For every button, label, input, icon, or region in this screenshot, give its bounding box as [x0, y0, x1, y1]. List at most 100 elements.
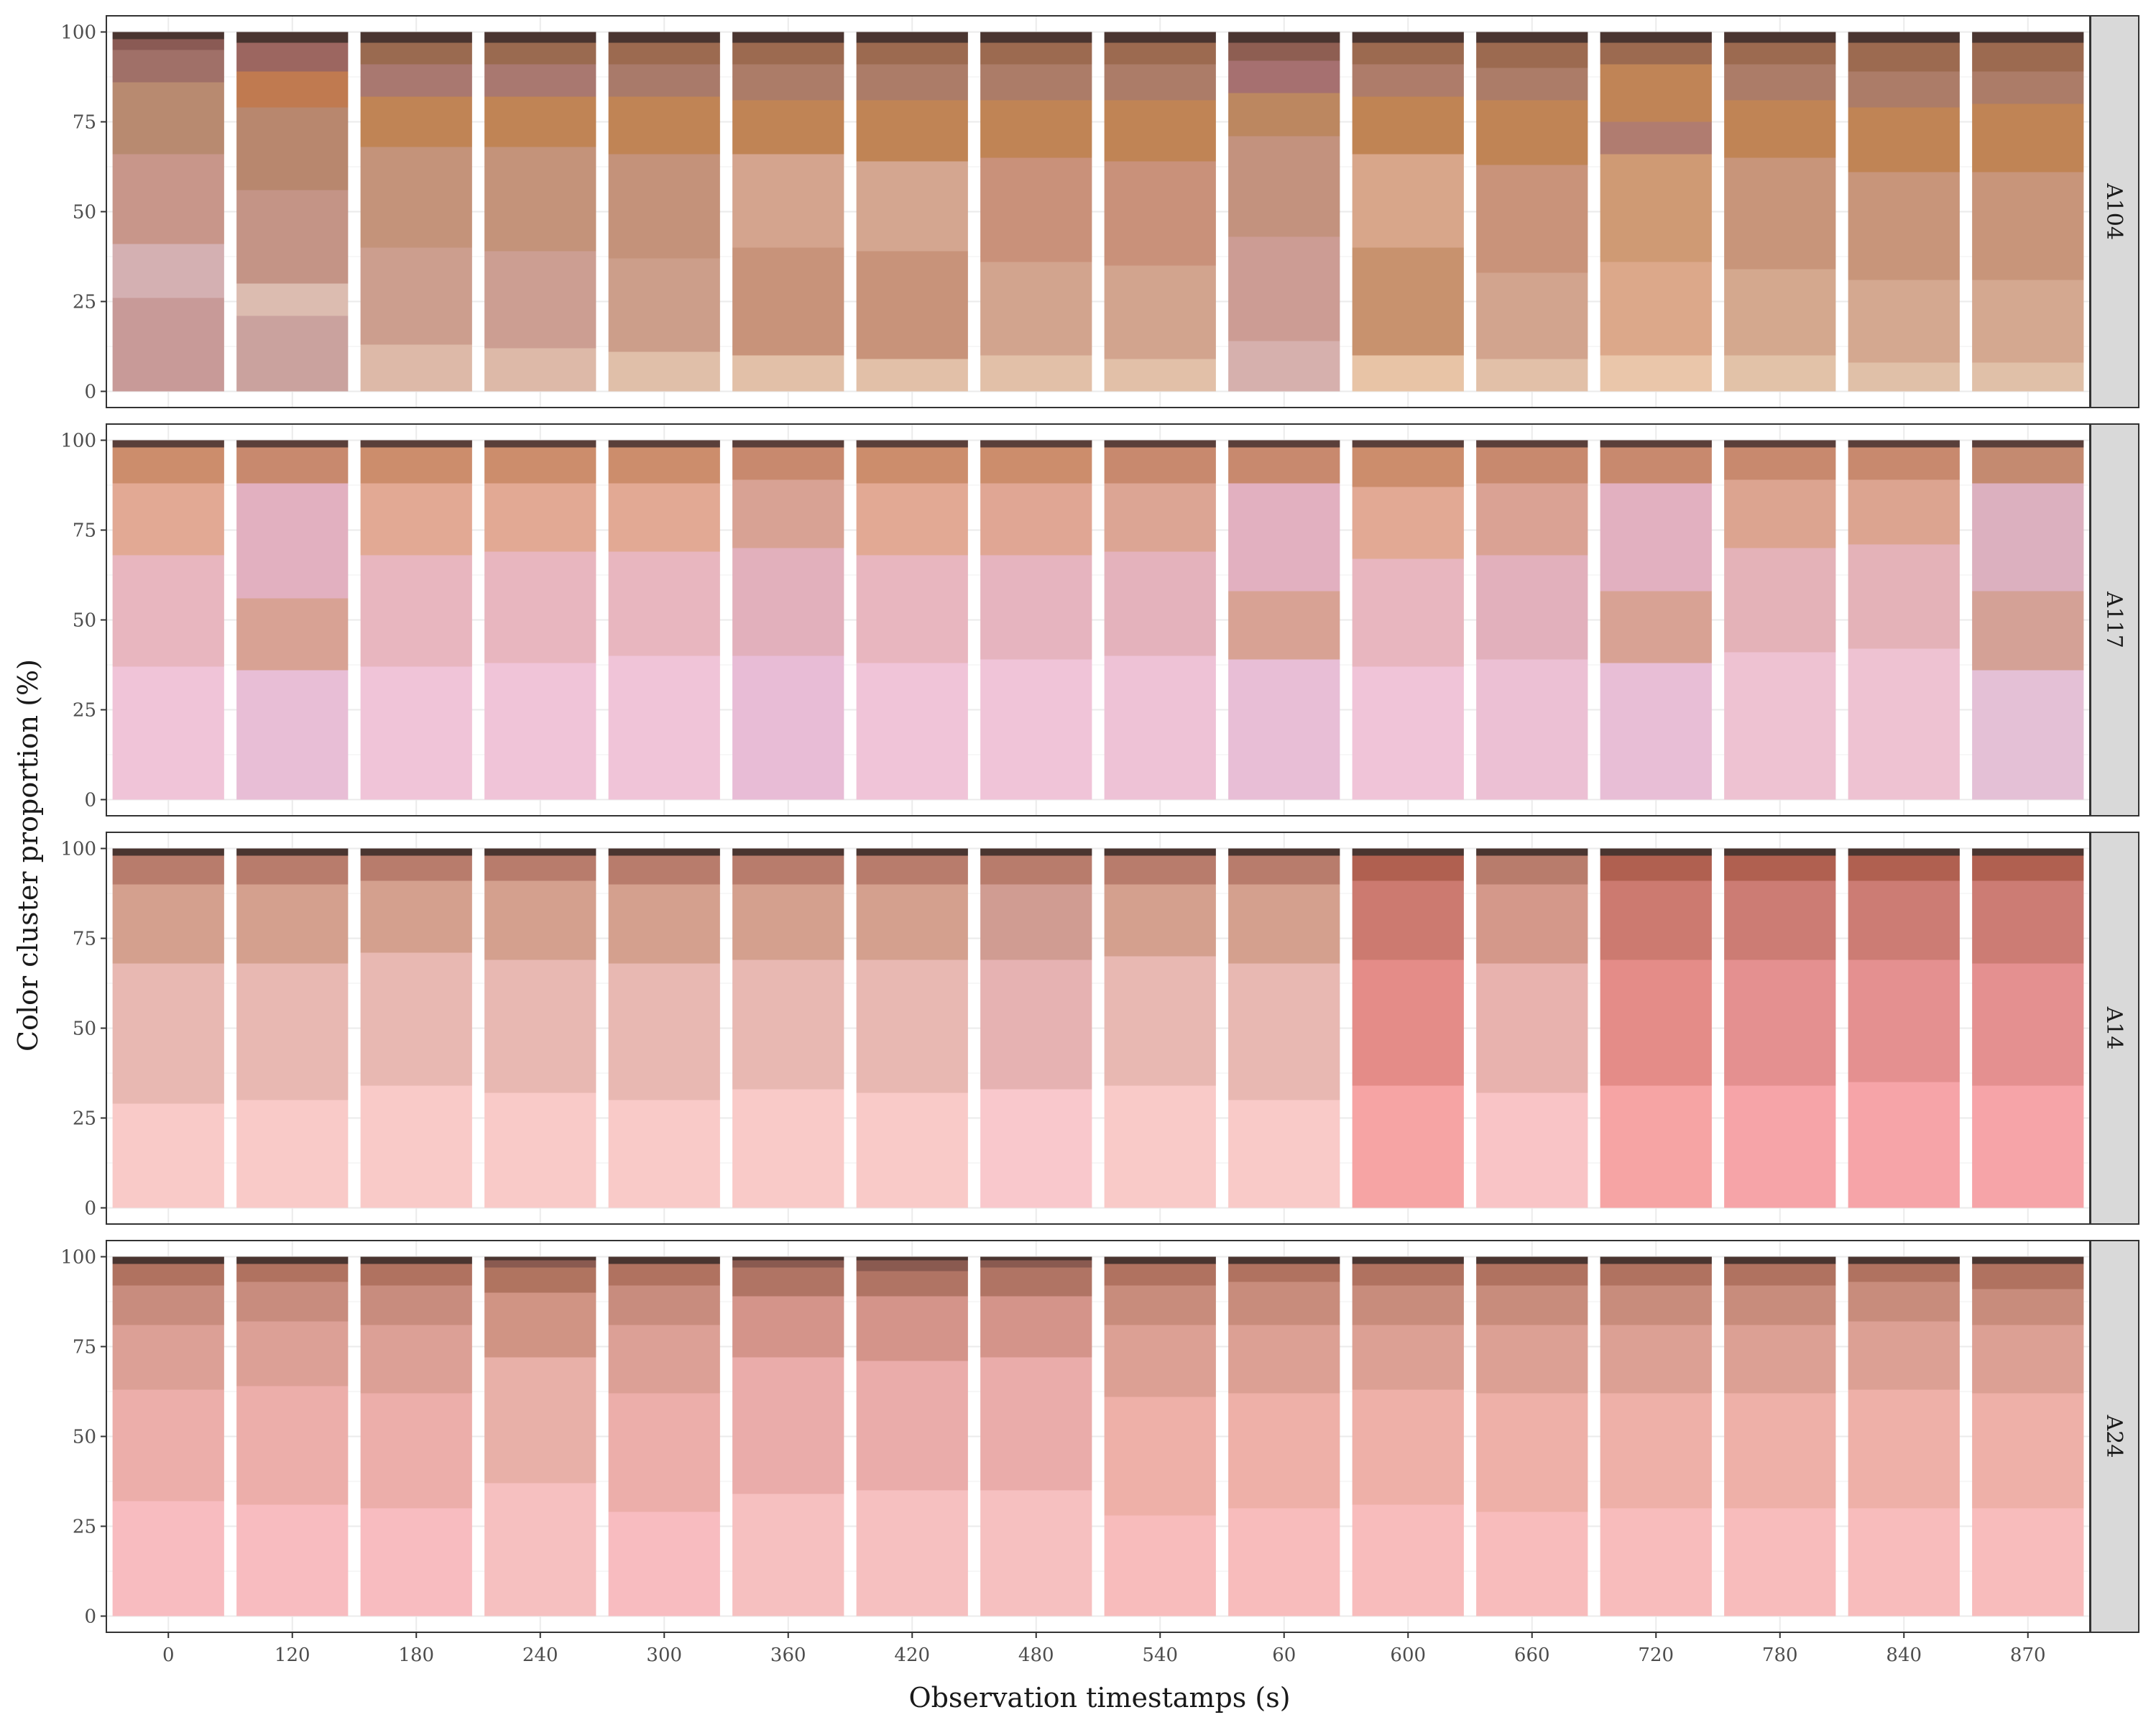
- bar-segment: [608, 440, 720, 448]
- bar-segment: [732, 1260, 844, 1268]
- bar-300: [608, 32, 720, 392]
- y-tick-label: 75: [73, 929, 96, 950]
- bar-segment: [236, 1100, 349, 1208]
- bar-segment: [484, 251, 596, 349]
- bar-segment: [732, 479, 844, 548]
- bar-segment: [1228, 1256, 1340, 1264]
- bar-segment: [1972, 855, 2084, 881]
- y-tick-label: 25: [73, 292, 96, 313]
- bar-segment: [1476, 1512, 1588, 1616]
- bar-segment: [856, 1490, 968, 1616]
- bar-60: [1228, 848, 1340, 1208]
- bar-segment: [732, 855, 844, 885]
- x-tick-label: 360: [770, 1644, 806, 1666]
- y-tick-label: 25: [73, 700, 96, 722]
- bar-segment: [1848, 855, 1960, 881]
- y-tick-label: 0: [84, 790, 96, 811]
- bar-segment: [484, 42, 596, 65]
- bar-540: [1104, 848, 1216, 1208]
- bar-segment: [1848, 960, 1960, 1082]
- bar-segment: [1848, 848, 1960, 856]
- bar-720: [1600, 848, 1712, 1208]
- bar-segment: [1476, 1393, 1588, 1512]
- x-tick-label: 870: [2010, 1644, 2046, 1666]
- bar-segment: [1600, 1256, 1712, 1264]
- bar-segment: [1848, 1282, 1960, 1322]
- bar-segment: [1724, 32, 1836, 43]
- bar-segment: [608, 96, 720, 155]
- bar-segment: [484, 663, 596, 800]
- x-tick-label: 300: [646, 1644, 682, 1666]
- bar-segment: [732, 656, 844, 800]
- bar-segment: [608, 447, 720, 484]
- bar-540: [1104, 440, 1216, 800]
- bar-segment: [484, 1260, 596, 1268]
- bar-segment: [484, 880, 596, 960]
- bar-segment: [1600, 663, 1712, 800]
- bar-segment: [608, 963, 720, 1100]
- bar-segment: [608, 1512, 720, 1616]
- bar-segment: [1104, 265, 1216, 359]
- bar-720: [1600, 440, 1712, 800]
- bar-segment: [856, 1296, 968, 1361]
- bar-segment: [484, 1256, 596, 1261]
- bar-60: [1228, 440, 1340, 800]
- bar-840: [1848, 440, 1960, 800]
- bar-segment: [1848, 32, 1960, 43]
- bar-segment: [1848, 440, 1960, 448]
- bar-segment: [608, 1100, 720, 1208]
- bar-segment: [1228, 1393, 1340, 1509]
- bar-segment: [980, 440, 1092, 448]
- bar-segment: [1104, 1325, 1216, 1397]
- bar-segment: [608, 1256, 720, 1264]
- x-tick-label: 0: [162, 1644, 175, 1666]
- bar-segment: [1352, 1325, 1464, 1390]
- bar-780: [1724, 32, 1836, 392]
- bar-780: [1724, 848, 1836, 1208]
- bar-segment: [1724, 440, 1836, 448]
- bar-segment: [1476, 359, 1588, 392]
- bar-segment: [236, 963, 349, 1100]
- bar-segment: [980, 1490, 1092, 1616]
- bar-segment: [1228, 136, 1340, 237]
- bar-segment: [1600, 262, 1712, 356]
- bar-segment: [484, 147, 596, 252]
- bar-segment: [1476, 440, 1588, 448]
- x-tick-label: 660: [1514, 1644, 1550, 1666]
- bar-660: [1476, 440, 1588, 800]
- bar-segment: [1848, 447, 1960, 480]
- bar-840: [1848, 848, 1960, 1208]
- bar-segment: [856, 64, 968, 101]
- bar-segment: [608, 42, 720, 65]
- bar-600: [1352, 32, 1464, 392]
- bar-segment: [1724, 157, 1836, 270]
- bar-segment: [1352, 355, 1464, 392]
- bar-segment: [236, 848, 349, 856]
- bar-segment: [236, 1321, 349, 1386]
- bar-segment: [1476, 1285, 1588, 1325]
- bar-segment: [1724, 1508, 1836, 1616]
- bar-segment: [236, 483, 349, 599]
- bar-segment: [236, 440, 349, 448]
- bar-segment: [1600, 42, 1712, 65]
- bar-segment: [1848, 1389, 1960, 1509]
- bar-segment: [1848, 648, 1960, 800]
- y-tick-label: 25: [73, 1108, 96, 1130]
- bar-segment: [484, 32, 596, 43]
- bar-segment: [1104, 884, 1216, 957]
- bar-segment: [484, 1267, 596, 1293]
- bar-segment: [1972, 32, 2084, 43]
- bar-240: [484, 32, 596, 392]
- bar-segment: [1228, 659, 1340, 800]
- y-tick-label: 75: [73, 520, 96, 542]
- bar-segment: [360, 1264, 472, 1286]
- bar-420: [856, 32, 968, 392]
- bar-segment: [608, 1325, 720, 1394]
- bar-segment: [1352, 154, 1464, 248]
- bar-segment: [484, 1092, 596, 1208]
- bar-segment: [1476, 447, 1588, 484]
- bar-segment: [1724, 1393, 1836, 1509]
- bar-segment: [1600, 355, 1712, 392]
- bar-segment: [732, 42, 844, 65]
- bar-segment: [608, 1264, 720, 1286]
